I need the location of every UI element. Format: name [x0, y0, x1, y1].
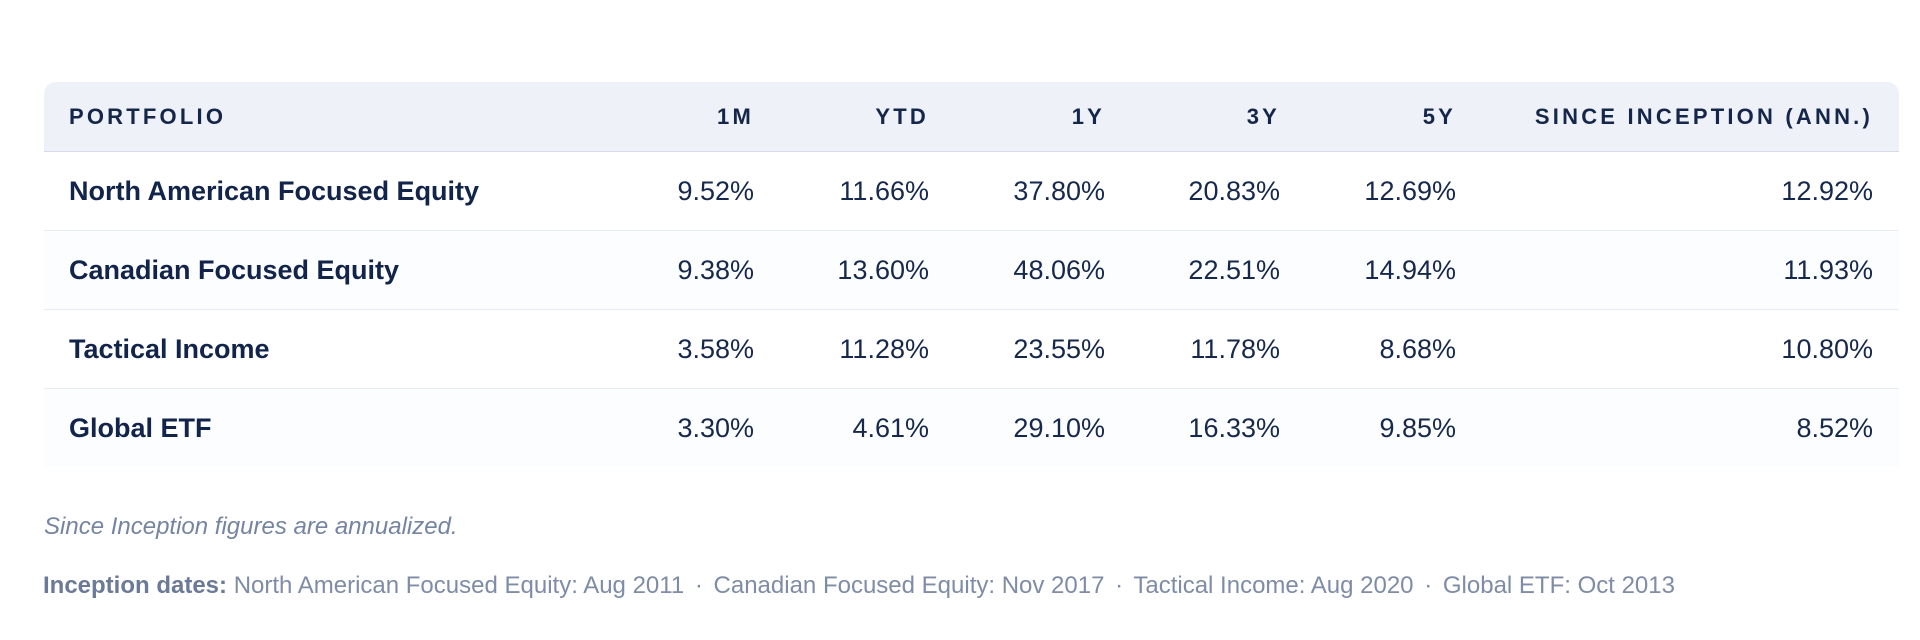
portfolio-name-cell: Global ETF	[69, 412, 212, 443]
table-row: North American Focused Equity 9.52% 11.6…	[44, 151, 1899, 231]
inception-date-item: Canadian Focused Equity: Nov 2017	[713, 572, 1105, 599]
return-3y-cell: 22.51%	[1105, 230, 1280, 310]
return-3y-cell: 16.33%	[1188, 412, 1280, 443]
table-header-row: PORTFOLIO 1M YTD 1Y 3Y 5Y SINCE INCEPTIO…	[44, 82, 1899, 152]
return-since-inception-cell: 12.92%	[1456, 151, 1899, 231]
return-ytd-cell: 13.60%	[754, 230, 929, 310]
return-1m-cell: 9.52%	[579, 151, 754, 231]
return-5y-cell: 12.69%	[1280, 151, 1456, 231]
column-header-portfolio: PORTFOLIO	[44, 82, 579, 152]
return-5y-cell: 14.94%	[1280, 230, 1456, 310]
inception-separator: ·	[1424, 572, 1433, 599]
return-since-inception-cell: 8.52%	[1796, 412, 1873, 443]
return-since-inception-cell: 11.93%	[1456, 230, 1899, 310]
return-1y-cell: 48.06%	[929, 230, 1105, 310]
return-3y-cell: 20.83%	[1105, 151, 1280, 231]
inception-date-item: North American Focused Equity: Aug 2011	[233, 572, 685, 599]
return-1y-cell: 29.10%	[1013, 412, 1105, 443]
column-header-since-inception: SINCE INCEPTION (ANN.)	[1456, 82, 1899, 152]
return-5y-cell: 9.85%	[1379, 412, 1456, 443]
table-row: Global ETF 3.30% 4.61% 29.10% 16.33% 9.8…	[44, 388, 1899, 467]
inception-separator: ·	[1115, 572, 1124, 599]
return-1y-cell: 23.55%	[929, 309, 1105, 389]
return-5y-cell: 8.68%	[1280, 309, 1456, 389]
return-1y-cell: 37.80%	[929, 151, 1105, 231]
portfolio-name-cell: Canadian Focused Equity	[44, 230, 579, 310]
inception-date-item: Tactical Income: Aug 2020	[1133, 572, 1414, 599]
performance-table-container: PORTFOLIO 1M YTD 1Y 3Y 5Y SINCE INCEPTIO…	[44, 82, 1899, 467]
return-ytd-cell: 11.28%	[754, 309, 929, 389]
inception-separator: ·	[694, 572, 703, 599]
column-header-1y: 1Y	[929, 82, 1105, 152]
inception-dates-label: Inception dates:	[43, 572, 228, 599]
column-header-ytd: YTD	[754, 82, 929, 152]
table-row: Tactical Income 3.58% 11.28% 23.55% 11.7…	[44, 309, 1899, 389]
return-1m-cell: 9.38%	[579, 230, 754, 310]
portfolio-name-cell: Tactical Income	[44, 309, 579, 389]
column-header-5y: 5Y	[1280, 82, 1456, 152]
table-row: Canadian Focused Equity 9.38% 13.60% 48.…	[44, 230, 1899, 310]
inception-dates-line: Inception dates: North American Focused …	[43, 572, 1675, 600]
return-ytd-cell: 11.66%	[754, 151, 929, 231]
inception-date-item: Global ETF: Oct 2013	[1442, 572, 1675, 599]
return-1m-cell: 3.58%	[579, 309, 754, 389]
return-3y-cell: 11.78%	[1105, 309, 1280, 389]
return-since-inception-cell: 10.80%	[1456, 309, 1899, 389]
return-ytd-cell: 4.61%	[852, 412, 929, 443]
annualized-footnote: Since Inception figures are annualized.	[44, 513, 458, 540]
column-header-3y: 3Y	[1105, 82, 1280, 152]
return-1m-cell: 3.30%	[677, 412, 754, 443]
column-header-1m: 1M	[579, 82, 754, 152]
performance-table: PORTFOLIO 1M YTD 1Y 3Y 5Y SINCE INCEPTIO…	[44, 82, 1899, 467]
portfolio-name-cell: North American Focused Equity	[44, 151, 579, 231]
